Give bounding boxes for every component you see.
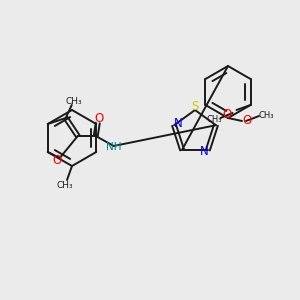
Text: NH: NH [106, 142, 122, 152]
Text: O: O [222, 109, 231, 122]
Text: N: N [200, 145, 208, 158]
Text: S: S [191, 100, 199, 113]
Text: N: N [174, 117, 182, 130]
Text: O: O [242, 115, 252, 128]
Text: O: O [52, 154, 62, 167]
Text: CH₃: CH₃ [258, 110, 274, 119]
Text: O: O [94, 112, 104, 124]
Text: CH₃: CH₃ [65, 97, 82, 106]
Text: CH₃: CH₃ [207, 116, 222, 124]
Text: CH₃: CH₃ [57, 182, 73, 190]
